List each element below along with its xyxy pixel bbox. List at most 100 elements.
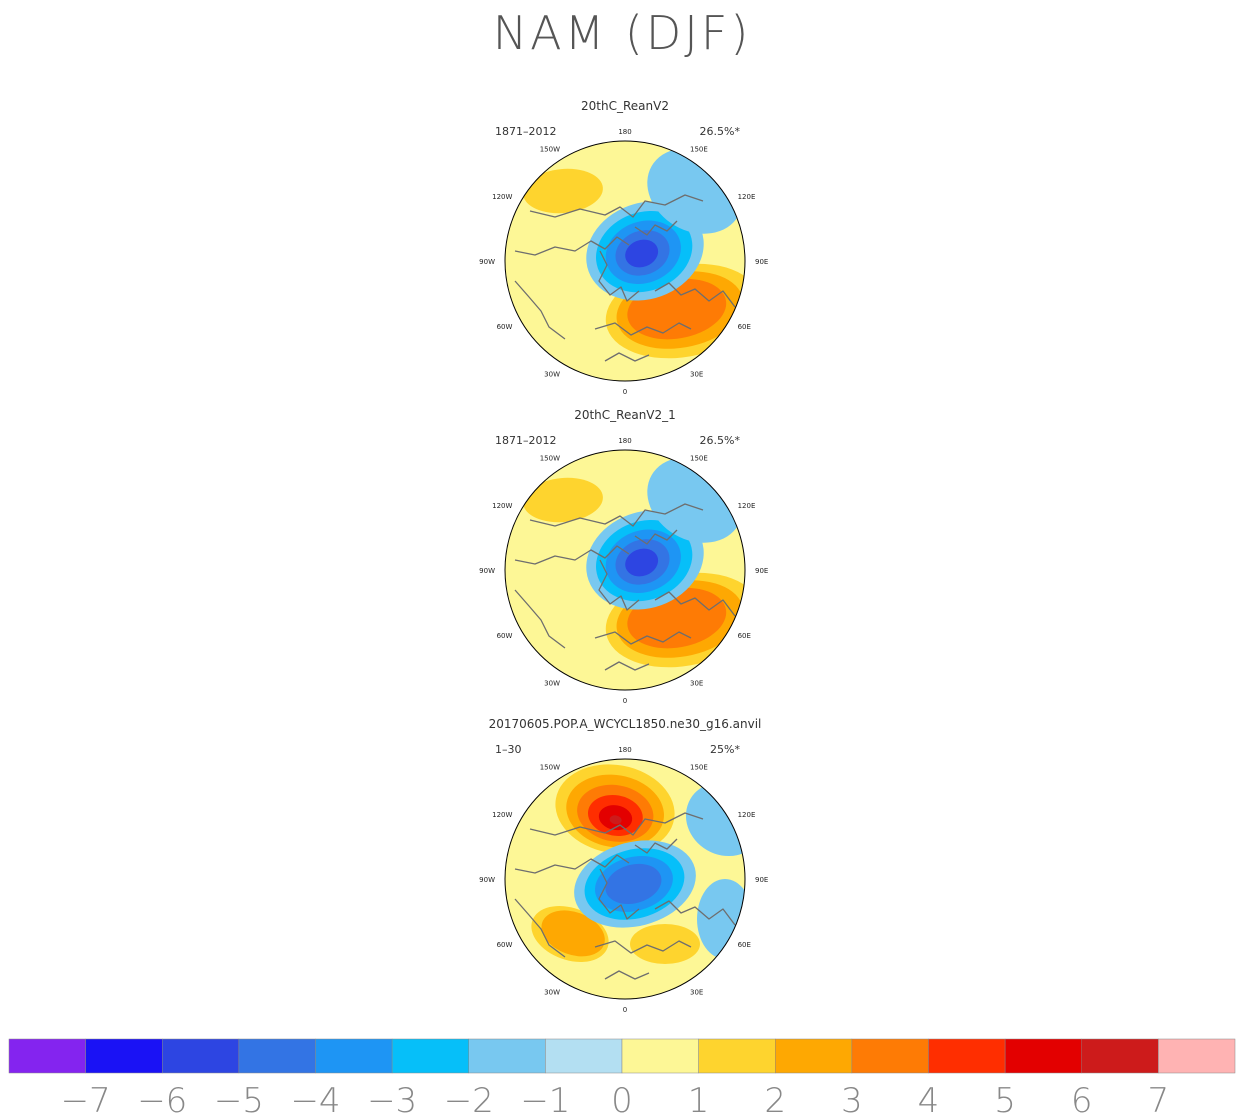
colorbar-label: −7 xyxy=(61,1081,111,1120)
colorbar-label: 3 xyxy=(841,1081,863,1120)
longitude-label: 150W xyxy=(540,145,560,153)
longitude-label: 60E xyxy=(738,632,751,640)
longitude-label: 120W xyxy=(492,193,512,201)
colorbar-swatch xyxy=(315,1038,393,1074)
longitude-label: 180 xyxy=(618,128,631,136)
contour-field xyxy=(505,450,745,690)
coastline xyxy=(598,250,640,302)
coastline xyxy=(514,898,566,958)
coastline xyxy=(598,559,640,611)
coastline xyxy=(604,352,650,362)
coastline xyxy=(594,940,692,954)
longitude-label: 0 xyxy=(623,697,627,705)
colorbar-swatch xyxy=(1081,1038,1159,1074)
longitude-label: 0 xyxy=(623,1006,627,1014)
colorbar-label: 1 xyxy=(688,1081,710,1120)
longitude-label: 120E xyxy=(738,502,756,510)
coastline xyxy=(514,236,630,256)
longitude-label: 60E xyxy=(738,323,751,331)
panel-variance: 25%* xyxy=(710,743,740,756)
coastline xyxy=(529,812,704,836)
colorbar-swatch xyxy=(85,1038,163,1074)
longitude-label: 30E xyxy=(690,989,703,997)
contour-level xyxy=(523,168,603,214)
panel-variance: 26.5%* xyxy=(700,125,741,138)
colorbar-label: 4 xyxy=(918,1081,940,1120)
coastline xyxy=(514,589,566,649)
colorbar-label: 5 xyxy=(994,1081,1016,1120)
panel-variance: 26.5%* xyxy=(700,434,741,447)
longitude-label: 150W xyxy=(540,454,560,462)
longitude-label: 60W xyxy=(497,941,513,949)
longitude-label: 150E xyxy=(690,763,708,771)
colorbar-label: 6 xyxy=(1071,1081,1093,1120)
longitude-label: 60W xyxy=(497,632,513,640)
map-boundary xyxy=(504,449,746,691)
coastline xyxy=(529,503,704,527)
longitude-label: 90W xyxy=(479,567,495,575)
colorbar-label: −4 xyxy=(290,1081,340,1120)
colorbar-swatch xyxy=(8,1038,86,1074)
colorbar-swatch xyxy=(1004,1038,1082,1074)
coastline xyxy=(594,322,692,336)
colorbar-swatch xyxy=(545,1038,623,1074)
colorbar-label: 0 xyxy=(611,1081,633,1120)
colorbar-label: −1 xyxy=(520,1081,570,1120)
map-panel-1: 20thC_ReanV2 1871–2012 26.5%* 180 150E 120E 90… xyxy=(479,99,768,396)
contour-level xyxy=(625,548,659,577)
colorbar-label: −2 xyxy=(444,1081,494,1120)
colorbar-swatch xyxy=(851,1038,929,1074)
colorbar-swatch xyxy=(1158,1038,1236,1074)
map-boundary xyxy=(504,758,746,1000)
coastline xyxy=(634,220,678,236)
coastline xyxy=(514,280,566,340)
colorbar-swatch xyxy=(468,1038,546,1074)
coastline xyxy=(654,282,736,308)
longitude-label: 150E xyxy=(690,454,708,462)
colorbar-swatch xyxy=(775,1038,853,1074)
coastline xyxy=(594,631,692,645)
coastline xyxy=(514,545,630,565)
contour-level xyxy=(541,910,605,957)
longitude-label: 150E xyxy=(690,145,708,153)
panel-period: 1871–2012 xyxy=(495,125,557,138)
colorbar-swatch xyxy=(391,1038,469,1074)
colorbar-swatch xyxy=(928,1038,1006,1074)
contour-field xyxy=(505,759,745,999)
longitude-label: 90E xyxy=(755,567,768,575)
coastline xyxy=(529,194,704,218)
contour-level xyxy=(609,815,622,825)
figure-title: NAM (DJF) xyxy=(492,6,752,60)
panel-title: 20thC_ReanV2_1 xyxy=(574,408,676,422)
coastline xyxy=(514,854,630,874)
panel-title: 20170605.POP.A_WCYCL1850.ne30_g16.anvil xyxy=(489,717,762,731)
coastline xyxy=(634,838,678,854)
panel-period: 1–30 xyxy=(495,743,522,756)
colorbar-swatch xyxy=(621,1038,699,1074)
contour-level xyxy=(625,239,659,268)
longitude-label: 90E xyxy=(755,876,768,884)
longitude-label: 90W xyxy=(479,876,495,884)
colorbar: −7 −6 −5 −4 −3 −2 −1 0 1 2 3 4 5 6 7 xyxy=(8,1038,1236,1120)
colorbar-label: −3 xyxy=(367,1081,417,1120)
coastline xyxy=(634,529,678,545)
longitude-label: 180 xyxy=(618,746,631,754)
longitude-label: 30W xyxy=(544,680,560,688)
longitude-label: 120E xyxy=(738,193,756,201)
longitude-label: 90E xyxy=(755,258,768,266)
coastline xyxy=(604,970,650,980)
longitude-label: 120W xyxy=(492,811,512,819)
coastline xyxy=(598,868,640,920)
coastline xyxy=(654,591,736,617)
longitude-label: 0 xyxy=(623,388,627,396)
longitude-label: 30W xyxy=(544,989,560,997)
longitude-label: 120W xyxy=(492,502,512,510)
map-boundary xyxy=(504,140,746,382)
colorbar-swatch xyxy=(698,1038,776,1074)
map-panel-2: 20thC_ReanV2_1 1871–2012 26.5%* 180 150E 120E… xyxy=(479,408,768,705)
colorbar-label: 7 xyxy=(1148,1081,1170,1120)
longitude-label: 120E xyxy=(738,811,756,819)
longitude-label: 30E xyxy=(690,371,703,379)
longitude-label: 90W xyxy=(479,258,495,266)
contour-field xyxy=(505,141,745,381)
